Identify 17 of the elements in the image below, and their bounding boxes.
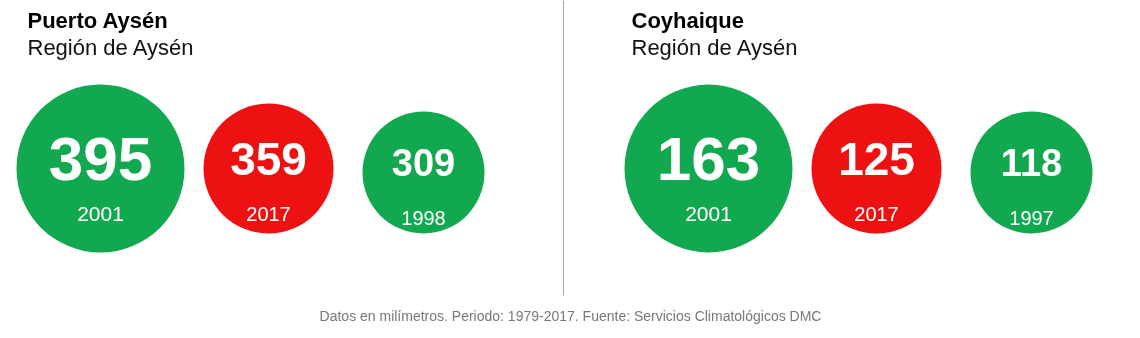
text: Puerto Aysén <box>27 8 168 33</box>
data-label: 395 <box>48 123 153 193</box>
text: Región de Aysén <box>27 35 194 60</box>
text: Región de Aysén <box>631 35 798 60</box>
data-label: 163 <box>656 123 761 193</box>
category-label: 2017 <box>246 202 291 225</box>
category-label: 2001 <box>685 201 732 225</box>
category-label: 1997 <box>1009 206 1054 229</box>
category-label: 1998 <box>401 206 446 229</box>
category-label: 2001 <box>77 201 124 225</box>
category-label: 2017 <box>854 202 899 225</box>
data-label: 309 <box>391 142 456 184</box>
data-label: 359 <box>230 132 307 185</box>
data-label: 125 <box>838 132 915 185</box>
text: Datos en milímetros. Periodo: 1979-2017. Fuente: Servicios Climatológicos DMC <box>319 307 822 324</box>
text: Coyhaique <box>631 8 744 33</box>
data-label: 118 <box>1000 142 1063 184</box>
